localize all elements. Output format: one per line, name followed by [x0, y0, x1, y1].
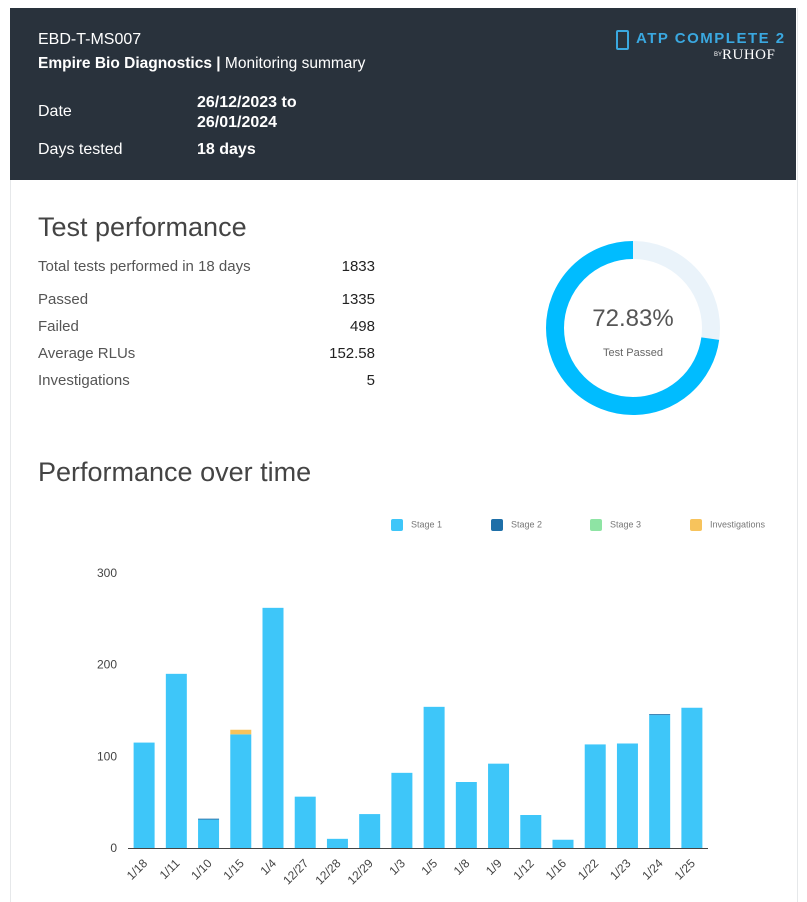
date-label: Date	[38, 103, 72, 120]
date-value: 26/12/2023 to 26/01/2024	[197, 93, 297, 133]
donut-percentage: 72.83%	[592, 305, 674, 332]
days-tested-value: 18 days	[197, 141, 256, 158]
legend-swatch	[690, 519, 702, 531]
date-range-end: 26/01/2024	[197, 114, 278, 131]
stat-passed: Passed 1335	[38, 291, 375, 308]
phone-icon	[616, 30, 629, 50]
legend-swatch	[391, 519, 403, 531]
device-code: EBD-T-MS007	[38, 31, 142, 48]
legend-swatch	[590, 519, 602, 531]
legend-label: Investigations	[710, 519, 766, 530]
logo-brand: RUHOF	[722, 47, 776, 63]
stat-label: Average RLUs	[38, 345, 136, 362]
summary-label: Monitoring summary	[220, 55, 366, 72]
legend-investigations[interactable]: Investigations	[690, 519, 765, 531]
stat-failed: Failed 498	[38, 318, 375, 335]
donut-chart	[546, 241, 720, 415]
performance-over-time-title: Performance over time	[38, 457, 312, 487]
days-tested-label: Days tested	[38, 141, 123, 158]
donut-passed-arc	[546, 241, 720, 415]
stat-value: 5	[366, 372, 375, 389]
legend-label: Stage 3	[610, 519, 642, 530]
donut-label: Test Passed	[603, 347, 663, 359]
stat-value: 152.58	[329, 345, 375, 362]
report-frame	[10, 8, 798, 902]
legend-stage-3[interactable]: Stage 3	[590, 519, 641, 531]
stat-investigations: Investigations 5	[38, 372, 375, 389]
test-performance-title: Test performance	[38, 212, 247, 242]
stat-label: Failed	[38, 318, 79, 335]
legend-label: Stage 1	[411, 519, 443, 530]
legend-stage-1[interactable]: Stage 1	[391, 519, 442, 531]
company-name: Empire Bio Diagnostics |	[38, 55, 221, 72]
legend-label: Stage 2	[511, 519, 543, 530]
stat-label: Investigations	[38, 372, 130, 389]
stat-value: 1833	[341, 258, 375, 275]
date-range-start: 26/12/2023 to	[197, 94, 297, 111]
stat-value: 498	[349, 318, 375, 335]
report-subtitle: Empire Bio Diagnostics | Monitoring summ…	[38, 55, 365, 73]
pass-rate-donut: 72.83% Test Passed	[540, 235, 726, 421]
legend-stage-2[interactable]: Stage 2	[491, 519, 542, 531]
report-header: EBD-T-MS007 Empire Bio Diagnostics | Mon…	[10, 8, 796, 180]
logo-by: BY	[714, 52, 723, 58]
stat-value: 1335	[341, 291, 375, 308]
stat-average-rlus: Average RLUs 152.58	[38, 345, 375, 362]
stat-total: Total tests performed in 18 days 1833	[38, 258, 375, 275]
stat-label: Total tests performed in 18 days	[38, 258, 251, 275]
legend-swatch	[491, 519, 503, 531]
stat-label: Passed	[38, 291, 89, 308]
logo-text: ATP COMPLETE 2	[636, 30, 786, 47]
atp-complete-logo: ATP COMPLETE 2 BY RUHOF	[614, 28, 784, 74]
